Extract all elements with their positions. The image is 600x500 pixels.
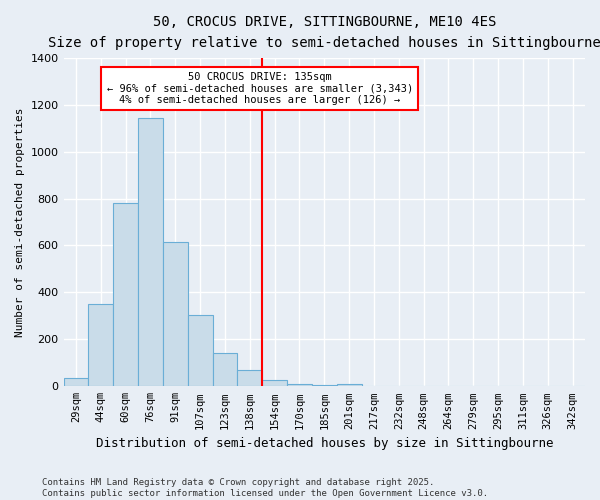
- X-axis label: Distribution of semi-detached houses by size in Sittingbourne: Distribution of semi-detached houses by …: [95, 437, 553, 450]
- Bar: [238, 370, 262, 386]
- Bar: [113, 203, 138, 386]
- Bar: [262, 380, 287, 386]
- Bar: [337, 384, 362, 386]
- Bar: [287, 384, 312, 386]
- Title: 50, CROCUS DRIVE, SITTINGBOURNE, ME10 4ES
Size of property relative to semi-deta: 50, CROCUS DRIVE, SITTINGBOURNE, ME10 4E…: [48, 15, 600, 50]
- Bar: [64, 378, 88, 386]
- Bar: [212, 354, 238, 386]
- Bar: [138, 118, 163, 386]
- Y-axis label: Number of semi-detached properties: Number of semi-detached properties: [15, 108, 25, 337]
- Text: Contains HM Land Registry data © Crown copyright and database right 2025.
Contai: Contains HM Land Registry data © Crown c…: [42, 478, 488, 498]
- Bar: [312, 385, 337, 386]
- Bar: [163, 242, 188, 386]
- Bar: [188, 314, 212, 386]
- Bar: [88, 304, 113, 386]
- Text: 50 CROCUS DRIVE: 135sqm
← 96% of semi-detached houses are smaller (3,343)
4% of : 50 CROCUS DRIVE: 135sqm ← 96% of semi-de…: [107, 72, 413, 105]
